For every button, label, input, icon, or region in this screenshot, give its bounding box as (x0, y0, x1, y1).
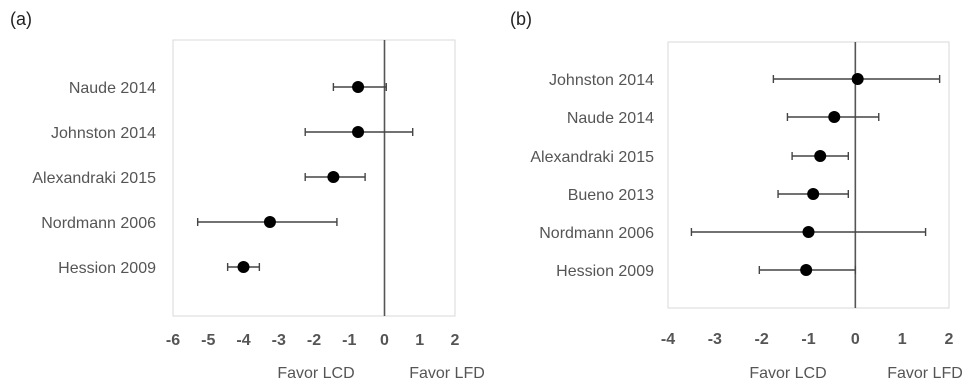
panel-label: (b) (510, 9, 532, 29)
favor-lcd-label: Favor LCD (749, 365, 826, 382)
x-tick-label: -5 (201, 332, 215, 349)
point-estimate-marker (807, 188, 820, 200)
x-tick-label: -3 (272, 332, 286, 349)
point-estimate-marker (327, 171, 340, 183)
x-tick-label: -4 (661, 331, 675, 348)
study-label: Bueno 2013 (568, 187, 654, 204)
study-label: Hession 2009 (556, 263, 654, 280)
plot-frame (667, 41, 950, 309)
point-estimate-marker (237, 261, 250, 273)
study-row: Nordmann 2006 (539, 225, 927, 242)
study-row: Johnston 2014 (51, 125, 414, 142)
x-tick-label: 0 (380, 332, 389, 349)
x-tick-label: 2 (945, 331, 954, 348)
study-label: Johnston 2014 (549, 72, 654, 89)
x-tick-label: 1 (415, 332, 424, 349)
study-row: Bueno 2013 (568, 187, 850, 204)
point-estimate-marker (828, 111, 841, 123)
study-row: Johnston 2014 (549, 72, 941, 89)
x-tick-label: -2 (755, 331, 769, 348)
panel-label: (a) (10, 9, 32, 29)
point-estimate-marker (263, 216, 276, 228)
point-estimate-marker (814, 150, 827, 162)
favor-lcd-label: Favor LCD (277, 365, 354, 382)
study-row: Naude 2014 (69, 80, 387, 97)
point-estimate-marker (851, 73, 864, 85)
x-tick-label: -4 (236, 332, 250, 349)
x-tick-label: 2 (451, 332, 460, 349)
forest-panel-b: (b) -4 -3 -2 -1 0 1 2 Favor LCD Favor LFD Johnston… (510, 9, 963, 382)
study-row: Alexandraki 2015 (530, 149, 850, 166)
study-row: Hession 2009 (58, 260, 261, 277)
x-tick-label: -2 (307, 332, 321, 349)
study-row: Hession 2009 (556, 263, 857, 280)
study-label: Hession 2009 (58, 260, 156, 277)
point-estimate-marker (800, 264, 813, 276)
study-label: Alexandraki 2015 (32, 170, 156, 187)
point-estimate-marker (802, 226, 815, 238)
point-estimate-marker (352, 126, 365, 138)
study-label: Naude 2014 (69, 80, 156, 97)
study-label: Nordmann 2006 (539, 225, 654, 242)
forest-panel-a: (a) -6 -5 -4 -3 -2 -1 0 1 2 Favor LCD Favor LFD Naud… (10, 9, 485, 382)
x-tick-label: -1 (801, 331, 815, 348)
x-tick-label: 0 (851, 331, 860, 348)
x-tick-label: -1 (342, 332, 356, 349)
x-tick-label: -3 (708, 331, 722, 348)
plot-frame (172, 39, 456, 317)
favor-lfd-label: Favor LFD (409, 365, 485, 382)
study-label: Alexandraki 2015 (530, 149, 654, 166)
x-tick-label: -6 (166, 332, 180, 349)
x-tick-label: 1 (898, 331, 907, 348)
study-row: Nordmann 2006 (41, 215, 338, 232)
study-label: Johnston 2014 (51, 125, 156, 142)
study-row: Alexandraki 2015 (32, 170, 366, 187)
study-row: Naude 2014 (567, 110, 880, 127)
study-label: Naude 2014 (567, 110, 654, 127)
point-estimate-marker (352, 81, 365, 93)
study-label: Nordmann 2006 (41, 215, 156, 232)
favor-lfd-label: Favor LFD (887, 365, 963, 382)
